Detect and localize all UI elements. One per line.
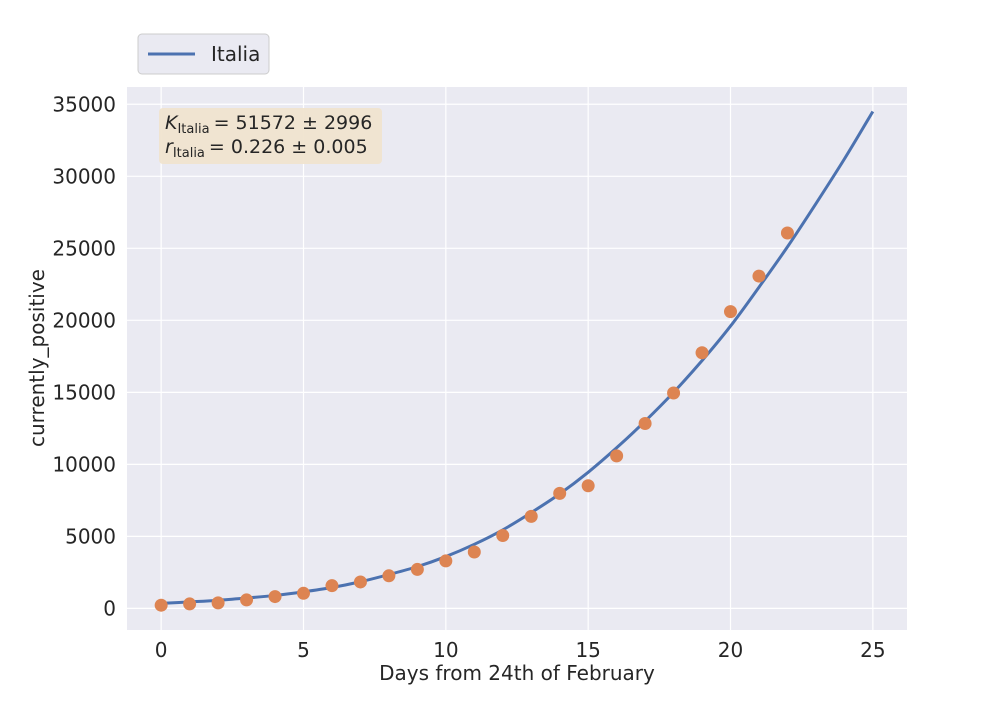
data-point	[610, 449, 624, 463]
y-tick-label: 10000	[52, 452, 116, 476]
data-point	[410, 562, 424, 576]
legend-box	[137, 33, 270, 75]
series-layer	[154, 110, 875, 612]
annotation-k-symbol: K	[165, 112, 179, 134]
y-tick-label: 15000	[52, 380, 116, 404]
data-point	[353, 575, 367, 589]
annotation-r-value: = 0.226 ± 0.005	[209, 136, 368, 158]
x-axis-label: Days from 24th of February	[379, 661, 655, 685]
data-point	[524, 509, 538, 523]
data-point	[268, 590, 282, 604]
x-tick-labels: 0 5 10 15 20 25	[155, 638, 886, 662]
x-tick-label: 20	[718, 638, 743, 662]
data-point	[553, 486, 567, 500]
y-tick-labels: 0 5000 10000 15000 20000 25000 30000 35000	[52, 92, 116, 620]
data-point	[638, 416, 652, 430]
data-point	[211, 596, 225, 610]
grid	[127, 87, 907, 630]
annotation-k-sub: Italia	[177, 122, 209, 137]
annotation-k-value: = 51572 ± 2996	[214, 112, 373, 134]
data-point	[581, 479, 595, 493]
annotation-r-sub: Italia	[173, 146, 205, 161]
legend: Italia	[137, 33, 270, 75]
data-point	[695, 346, 709, 360]
annotation-k-line: KItalia = 51572 ± 2996	[165, 112, 372, 137]
data-point	[667, 386, 681, 400]
data-point	[724, 305, 738, 319]
data-point	[296, 586, 310, 600]
y-tick-label: 20000	[52, 308, 116, 332]
x-tick-label: 0	[155, 638, 168, 662]
y-tick-label: 30000	[52, 164, 116, 188]
annotation-box	[159, 108, 382, 164]
data-point	[467, 545, 481, 559]
y-tick-label: 5000	[65, 524, 116, 548]
y-tick-label: 25000	[52, 236, 116, 260]
data-point	[240, 593, 254, 607]
x-tick-label: 15	[575, 638, 600, 662]
y-axis-label: currently_positive	[25, 269, 49, 447]
data-point	[183, 597, 197, 611]
plot-area	[127, 87, 907, 630]
x-tick-label: 10	[433, 638, 458, 662]
data-point	[382, 569, 396, 583]
y-tick-label: 0	[103, 596, 116, 620]
y-tick-label: 35000	[52, 92, 116, 116]
annotation-r-symbol: r	[165, 136, 174, 158]
x-tick-label: 5	[297, 638, 310, 662]
data-point	[439, 554, 453, 568]
data-point	[325, 579, 339, 593]
legend-label-italia: Italia	[211, 42, 260, 66]
data-point	[780, 226, 794, 240]
data-point	[496, 529, 510, 543]
data-point	[154, 598, 168, 612]
fit-annotation: KItalia = 51572 ± 2996 rItalia = 0.226 ± 0…	[159, 108, 382, 164]
x-tick-label: 25	[860, 638, 885, 662]
annotation-r-line: rItalia = 0.226 ± 0.005	[165, 136, 368, 161]
data-point	[752, 269, 766, 283]
